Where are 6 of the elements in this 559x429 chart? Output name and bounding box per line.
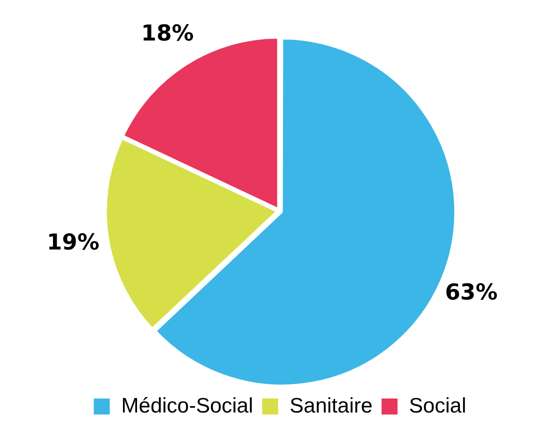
data-label: 63% <box>444 280 498 306</box>
legend-label: Sanitaire <box>290 394 373 418</box>
legend-label: Social <box>409 394 466 418</box>
legend-label: Médico-Social <box>121 394 254 418</box>
data-label: 19% <box>46 230 100 256</box>
data-label: 18% <box>141 21 194 46</box>
